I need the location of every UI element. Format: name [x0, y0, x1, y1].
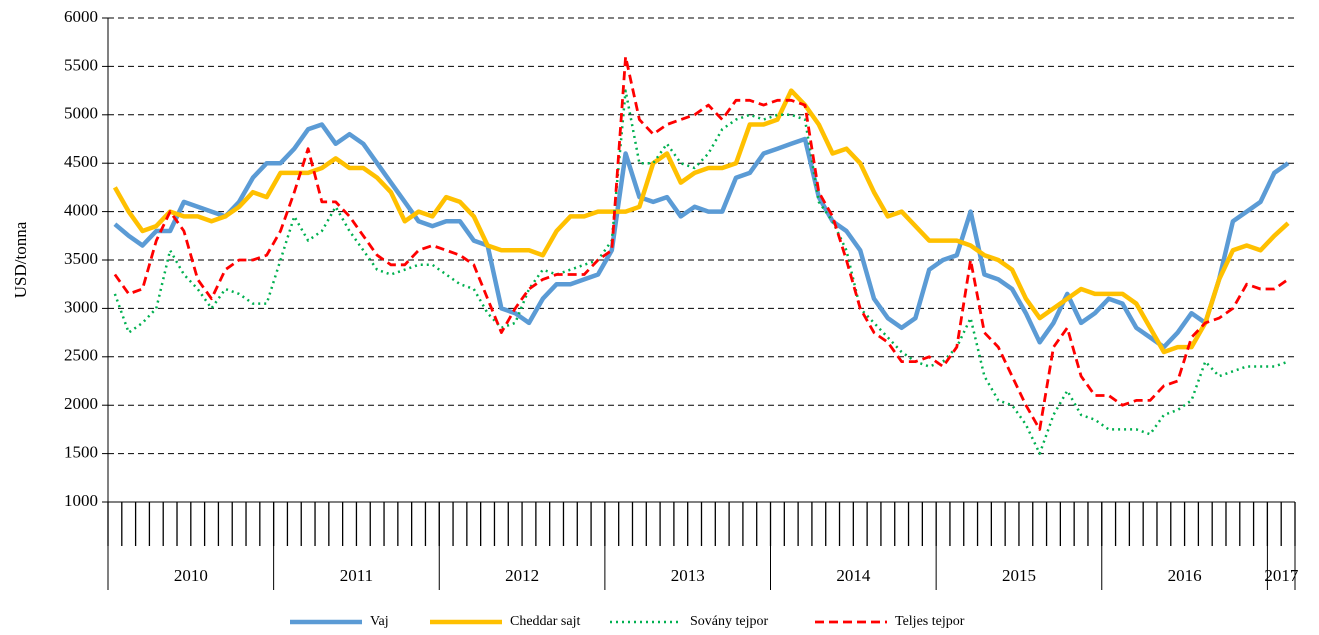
series-line: [113, 55, 1289, 431]
x-tick-label: 2010: [174, 566, 208, 585]
y-tick-label: 1500: [64, 443, 98, 462]
series-line: [113, 89, 1289, 455]
x-tick-label: 2016: [1168, 566, 1202, 585]
series-line: [112, 88, 1290, 355]
legend-label: Sovány tejpor: [690, 614, 768, 629]
y-tick-label: 4500: [64, 152, 98, 171]
y-tick-label: 3000: [64, 297, 98, 316]
x-tick-label: 2014: [836, 566, 871, 585]
legend-label: Vaj: [370, 614, 389, 629]
y-axis-label: USD/tonna: [11, 221, 30, 298]
y-tick-label: 5500: [64, 55, 98, 74]
x-tick-label: 2011: [340, 566, 373, 585]
x-tick-label: 2015: [1002, 566, 1036, 585]
x-tick-label: 2013: [671, 566, 705, 585]
x-tick-label: 2012: [505, 566, 539, 585]
y-tick-label: 2000: [64, 394, 98, 413]
legend-label: Teljes tejpor: [895, 614, 965, 629]
y-tick-label: 6000: [64, 7, 98, 26]
y-tick-label: 4000: [64, 201, 98, 220]
y-tick-label: 2500: [64, 346, 98, 365]
y-tick-label: 3500: [64, 249, 98, 268]
series-line: [113, 122, 1290, 350]
y-tick-label: 5000: [64, 104, 98, 123]
y-tick-label: 1000: [64, 491, 98, 510]
x-tick-label: 2017: [1264, 566, 1299, 585]
legend-label: Cheddar sajt: [510, 614, 580, 629]
